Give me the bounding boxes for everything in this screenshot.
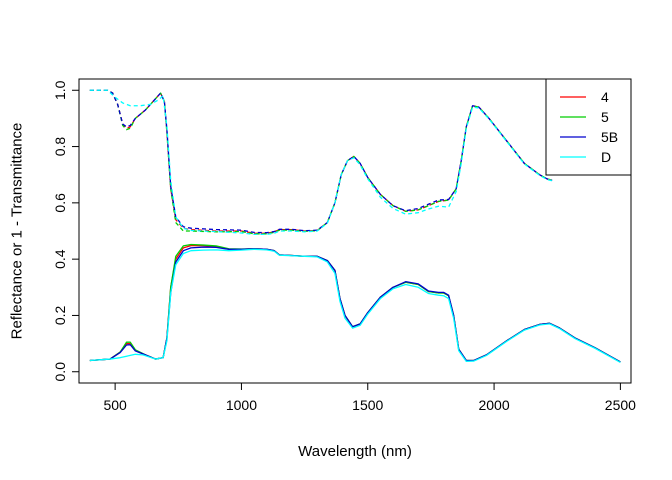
x-tick-label: 2000 bbox=[478, 397, 509, 413]
legend-label: 5 bbox=[601, 109, 609, 125]
x-tick-label: 2500 bbox=[605, 397, 636, 413]
x-axis: 500 1000 1500 2000 2500 bbox=[103, 382, 636, 413]
legend-label: D bbox=[601, 149, 611, 165]
x-axis-label: Wavelength (nm) bbox=[298, 443, 412, 460]
x-tick-label: 500 bbox=[103, 397, 127, 413]
legend-label: 4 bbox=[601, 89, 609, 105]
legend-label: 5B bbox=[601, 129, 618, 145]
legend: 4 5 5B D bbox=[545, 78, 632, 176]
y-tick-label: 0.2 bbox=[52, 306, 68, 326]
y-tick-label: 0.0 bbox=[52, 362, 68, 382]
series-line-absorptance-D bbox=[89, 89, 553, 236]
y-tick-label: 0.8 bbox=[52, 137, 68, 157]
y-tick-label: 0.4 bbox=[52, 249, 68, 269]
series-line-reflectance-D bbox=[89, 248, 621, 364]
y-tick-label: 1.0 bbox=[52, 80, 68, 100]
x-tick-label: 1500 bbox=[352, 397, 383, 413]
legend-box bbox=[545, 78, 632, 176]
x-tick-label: 1000 bbox=[226, 397, 257, 413]
y-axis-label: Reflectance or 1 - Transmittance bbox=[9, 123, 26, 340]
y-axis: 0.0 0.2 0.4 0.6 0.8 1.0 bbox=[52, 80, 80, 382]
y-tick-label: 0.6 bbox=[52, 193, 68, 213]
plot-area bbox=[89, 89, 621, 364]
